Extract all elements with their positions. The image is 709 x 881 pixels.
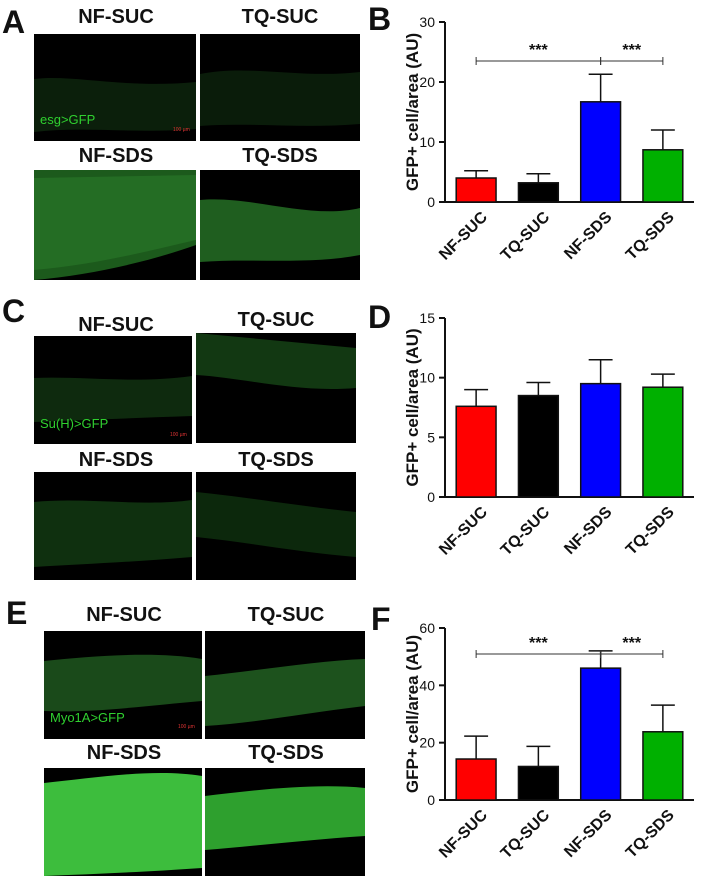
micrograph-nf-suc-esg [34,34,196,141]
significance-label: *** [529,42,548,59]
bar-nf-suc [455,758,497,801]
micrograph-nf-suc-suh [34,336,192,444]
panel-letter-d: D [368,299,391,335]
bar-nf-suc [455,177,497,203]
bar-tq-sds [642,386,684,498]
y-tick-label-f: 20 [419,735,435,751]
micrograph-nf-sds-myo [44,768,202,876]
bar-chart-b: B GFP+ cell/area (AU) 0 10 20 30 NF-SUC TQ-SUC N… [368,1,694,264]
y-tick-label-d: 15 [419,310,435,326]
panel-letter-c: C [2,293,26,329]
category-label-tq-sds: TQ-SDS [623,504,678,559]
bar-nf-sds [579,667,622,801]
image-title-tq-sds-c: TQ-SDS [238,449,314,471]
significance-label: *** [529,635,548,652]
image-title-nf-sds-e: NF-SDS [86,742,162,764]
significance-label: *** [622,635,641,652]
bar-nf-sds [579,101,622,203]
panel-letter-f: F [371,601,391,637]
category-label-nf-sds: NF-SDS [561,504,615,558]
bar-tq-suc [517,394,560,498]
y-tick-label-b: 10 [419,134,435,150]
micrograph-tq-sds-suh [196,472,356,580]
y-tick-label-d: 10 [419,370,435,386]
category-label-tq-suc: TQ-SUC [498,806,554,862]
genotype-label-esg: esg>GFP [40,112,96,127]
image-title-tq-suc-e: TQ-SUC [247,604,325,626]
y-tick-label-b: 0 [427,194,435,210]
micrograph-tq-sds-myo [205,768,365,876]
image-title-nf-suc-c: NF-SUC [78,314,154,336]
category-label-nf-suc: NF-SUC [436,503,491,558]
micrograph-tq-suc-esg [200,34,360,141]
genotype-label-suh: Su(H)>GFP [40,416,109,431]
micrograph-nf-suc-myo [44,631,202,739]
image-title-tq-sds-a: TQ-SDS [242,145,318,167]
y-axis-label-f: GFP+ cell/area (AU) [403,635,422,793]
panel-letter-e: E [6,595,28,631]
category-label-tq-sds: TQ-SDS [623,209,678,264]
image-title-nf-sds-c: NF-SDS [78,449,154,471]
image-title-nf-suc-e: NF-SUC [86,604,162,626]
bar-tq-suc [517,182,560,203]
bar-tq-sds [642,149,684,203]
image-title-tq-suc-c: TQ-SUC [237,309,315,331]
micrograph-nf-sds-esg [34,170,196,280]
y-tick-label-f: 0 [427,792,435,808]
category-label-nf-sds: NF-SDS [561,807,615,861]
y-tick-label-f: 60 [419,620,435,636]
image-title-tq-sds-e: TQ-SDS [248,742,324,764]
category-label-tq-sds: TQ-SDS [623,807,678,862]
micrograph-tq-sds-esg [200,170,360,280]
bar-tq-suc [517,765,560,801]
genotype-label-myo: Myo1A>GFP [50,710,125,725]
micrograph-tq-suc-myo [205,631,365,739]
bar-tq-sds [642,731,684,801]
category-label-tq-suc: TQ-SUC [498,208,554,264]
category-label-nf-suc: NF-SUC [436,208,491,263]
y-tick-label-f: 40 [419,677,435,693]
image-title-nf-sds-a: NF-SDS [78,145,154,167]
y-axis-label-d: GFP+ cell/area (AU) [403,328,422,486]
category-label-tq-suc: TQ-SUC [498,503,554,559]
bar-nf-sds [579,382,622,498]
y-tick-label-d: 0 [427,489,435,505]
image-title-nf-suc-a: NF-SUC [78,6,154,28]
panel-letter-b: B [368,1,391,37]
y-tick-label-d: 5 [427,429,435,445]
category-label-nf-suc: NF-SUC [436,806,491,861]
bar-chart-f: F GFP+ cell/area (AU) 0 20 40 60 NF-SUC TQ-SUC N… [371,601,694,862]
scale-bar-e: 100 µm [178,724,195,730]
scale-bar-a: 100 µm [173,127,190,133]
y-tick-label-b: 20 [419,74,435,90]
image-title-tq-suc-a: TQ-SUC [241,6,319,28]
micrograph-tq-suc-suh [196,333,356,443]
bar-nf-suc [455,405,497,498]
micrograph-nf-sds-suh [34,472,192,580]
panel-letter-a: A [2,4,26,40]
bar-chart-d: D GFP+ cell/area (AU) 0 5 10 15 NF-SUC TQ-SUC NF… [368,299,694,559]
category-label-nf-sds: NF-SDS [561,209,615,263]
y-axis-label-b: GFP+ cell/area (AU) [403,33,422,191]
scale-bar-c: 100 µm [170,432,187,438]
y-tick-label-b: 30 [419,14,435,30]
significance-label: *** [622,42,641,59]
